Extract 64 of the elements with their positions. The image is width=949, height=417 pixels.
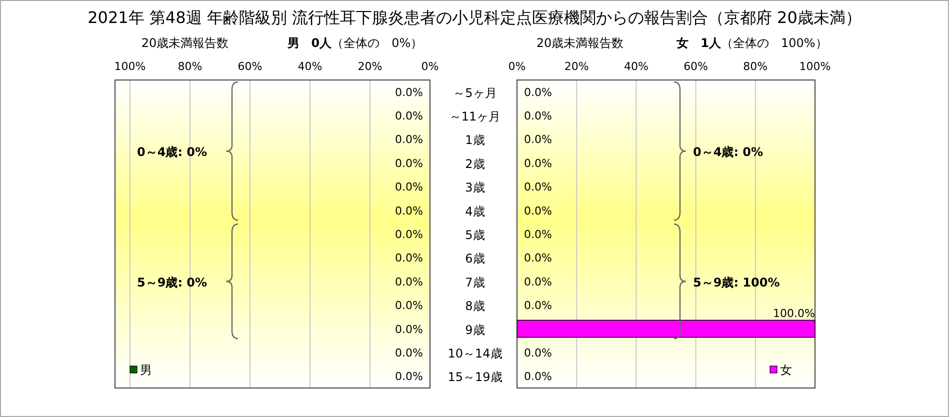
chart-subtitle: 20歳未満報告数 [141, 36, 229, 50]
y-tick-label: 3歳 [465, 180, 485, 195]
annotation: 5～9歳: 100% [693, 275, 780, 290]
x-tick-label: 80% [743, 60, 768, 73]
legend: 男 [130, 363, 152, 377]
data-label: 0.0% [524, 133, 552, 146]
data-label: 0.0% [395, 156, 423, 170]
data-label: 0.0% [395, 110, 423, 123]
text: 2021年 第48週 年齢階級別 流行性耳下腺炎患者の小児科定点医療機関からの報告割合（京都府 20歳未満） [88, 8, 862, 27]
y-tick-label: 8歳 [465, 299, 485, 314]
x-tick-label: 20% [564, 60, 589, 73]
y-tick-label: 7歳 [465, 275, 485, 290]
annotation: 0～4歳: 0% [137, 145, 208, 160]
data-label: 0.0% [395, 275, 423, 288]
legend-label: 女 [780, 363, 792, 377]
y-tick-label: 10～14歳 [448, 346, 502, 360]
annotation: 0～4歳: 0% [693, 145, 764, 160]
data-label: 0.0% [395, 86, 423, 99]
data-label: 0.0% [524, 110, 552, 123]
data-label: 0.0% [524, 228, 552, 241]
x-tick-label: 80% [178, 60, 202, 73]
x-tick-label: 100% [799, 60, 831, 73]
data-label: 0.0% [395, 133, 423, 146]
x-tick-label: 20% [358, 60, 382, 73]
text: 男 0人（全体の 0%） [286, 36, 423, 50]
data-label: 0.0% [524, 299, 552, 312]
data-label: 0.0% [395, 252, 423, 265]
data-label: 0.0% [524, 346, 552, 360]
x-tick-label: 60% [238, 60, 262, 73]
y-tick-label: ～5ヶ月 [453, 86, 497, 100]
data-label: 0.0% [395, 228, 423, 241]
text: 女 1人（全体の 100%） [676, 36, 828, 50]
x-tick-label: 40% [624, 60, 648, 73]
annotation: 5～9歳: 0% [137, 275, 208, 290]
data-label: 0.0% [524, 275, 552, 288]
y-tick-label: 15～19歳 [448, 370, 502, 384]
data-label: 0.0% [395, 370, 423, 384]
x-tick-label: 0% [421, 60, 439, 73]
x-tick-label: 60% [684, 60, 708, 73]
data-label: 0.0% [524, 252, 552, 265]
legend-label: 男 [140, 363, 152, 377]
data-label: 0.0% [395, 346, 423, 360]
data-label: 0.0% [524, 180, 552, 194]
y-tick-label: 2歳 [465, 156, 485, 171]
x-tick-label: 100% [114, 60, 146, 73]
y-tick-label: 4歳 [465, 204, 485, 218]
x-tick-label: 40% [298, 60, 322, 73]
y-tick-label: 6歳 [465, 252, 485, 266]
x-tick-label: 0% [508, 60, 526, 73]
y-tick-label: 9歳 [465, 322, 485, 337]
data-label: 0.0% [395, 322, 423, 336]
y-tick-label: 1歳 [465, 133, 485, 148]
data-label: 100.0% [773, 307, 815, 320]
data-label: 0.0% [395, 299, 423, 312]
data-label: 0.0% [524, 86, 552, 99]
y-tick-label: ～11ヶ月 [449, 110, 501, 124]
data-label: 0.0% [524, 370, 552, 384]
y-tick-label: 5歳 [465, 228, 485, 242]
data-label: 0.0% [524, 156, 552, 170]
data-label: 0.0% [395, 180, 423, 194]
legend: 女 [770, 363, 792, 377]
data-label: 0.0% [395, 204, 423, 218]
data-label: 0.0% [524, 204, 552, 218]
chart-subtitle: 20歳未満報告数 [536, 36, 624, 50]
